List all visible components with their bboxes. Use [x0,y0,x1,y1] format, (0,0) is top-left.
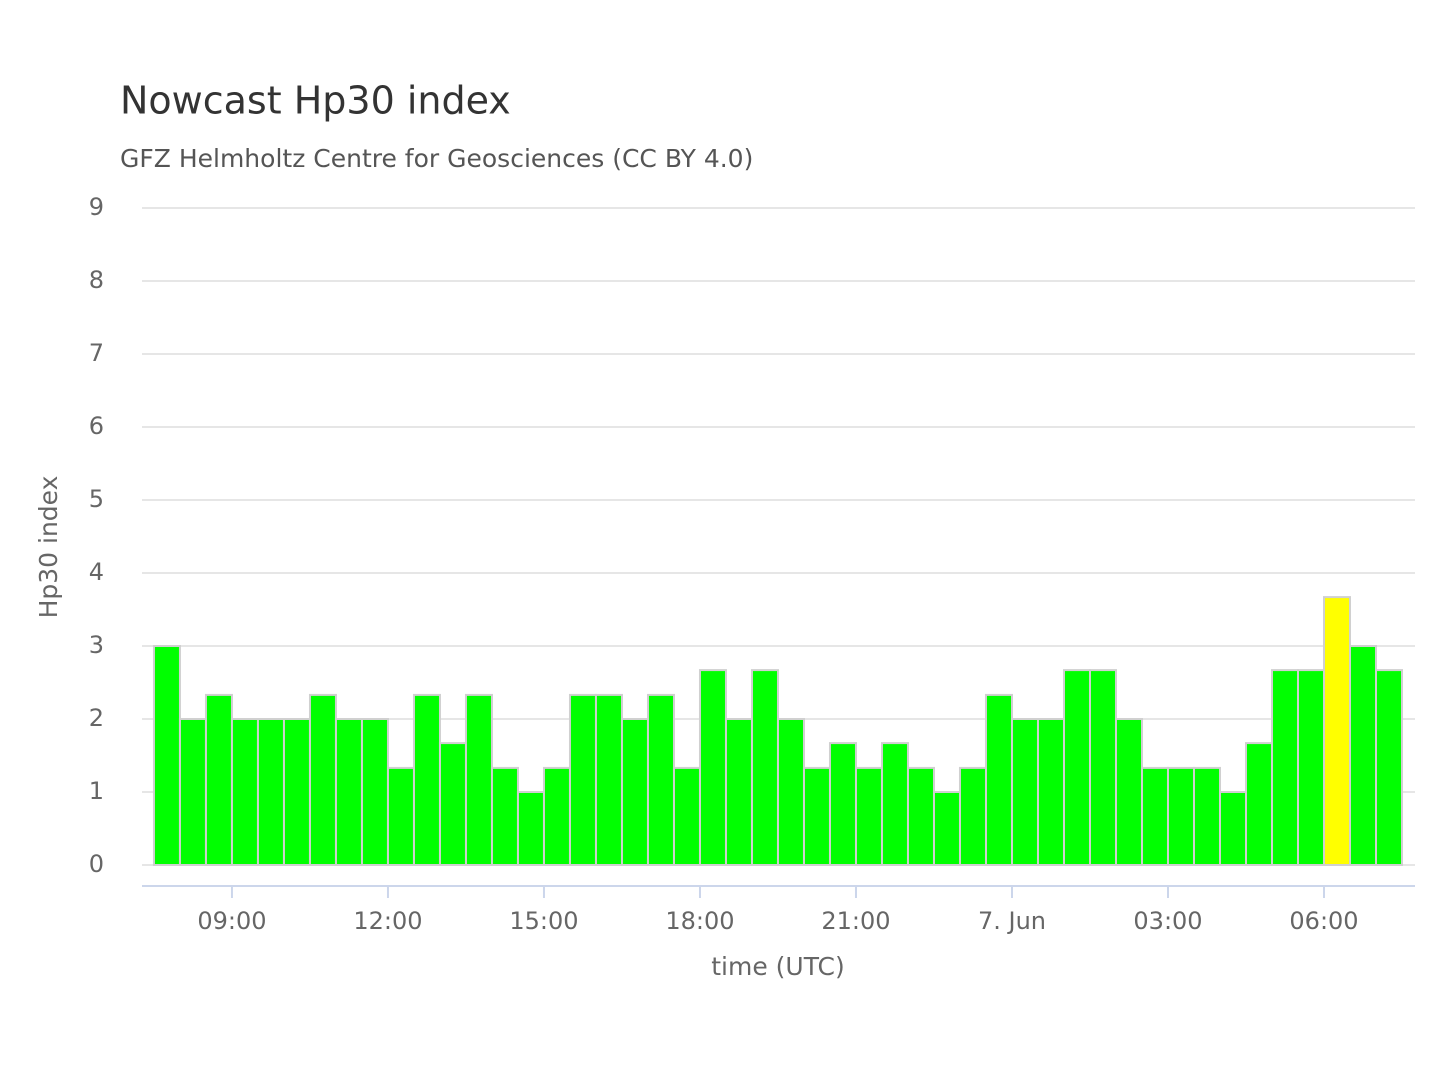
bar [438,742,467,867]
bar [958,766,987,866]
y-tick-label: 4 [89,558,104,586]
x-tick-label: 7. Jun [978,907,1046,935]
bar [1270,669,1299,867]
chart-title: Nowcast Hp30 index [120,79,511,123]
chart-subtitle: GFZ Helmholtz Centre for Geosciences (CC… [120,144,753,173]
bar [1296,669,1325,867]
bar [308,693,337,866]
bar [542,766,571,866]
bar [724,718,753,866]
x-tick-label: 12:00 [353,907,422,935]
bar [646,693,675,866]
y-tick-label: 5 [89,485,104,513]
bar [490,766,519,866]
bar [178,718,207,866]
y-tick-label: 9 [89,193,104,221]
y-tick-label: 0 [89,850,104,878]
bar [1192,766,1221,866]
bar [204,693,233,866]
bar [334,718,363,866]
bar [1140,766,1169,866]
bar [152,645,181,866]
x-tick-label: 09:00 [197,907,266,935]
y-tick-label: 8 [89,266,104,294]
bar [698,669,727,867]
bar [412,693,441,866]
x-tick-label: 21:00 [821,907,890,935]
x-tick-label: 03:00 [1133,907,1202,935]
y-tick-label: 1 [89,777,104,805]
y-tick-label: 2 [89,704,104,732]
bar [568,693,597,866]
bar [516,791,545,866]
bar [1088,669,1117,867]
bar [386,766,415,866]
bar [750,669,779,867]
bar [906,766,935,866]
bar [1036,718,1065,866]
bar [1010,718,1039,866]
bar [932,791,961,866]
x-tick-label: 18:00 [665,907,734,935]
y-tick-label: 6 [89,412,104,440]
bar [1114,718,1143,866]
y-tick-label: 3 [89,631,104,659]
bar [1374,669,1403,867]
y-axis-title: Hp30 index [34,476,63,619]
bar [464,693,493,866]
bar [230,718,259,866]
bar [1062,669,1091,867]
bar [1322,596,1351,867]
bar [776,718,805,866]
x-tick-label: 15:00 [509,907,578,935]
y-tick-label: 7 [89,339,104,367]
x-axis-title: time (UTC) [711,952,845,981]
bar [256,718,285,866]
bar [282,718,311,866]
bar [828,742,857,867]
bar [984,693,1013,866]
bar [1244,742,1273,867]
bar [620,718,649,866]
bar [1166,766,1195,866]
bar [1218,791,1247,866]
bar [672,766,701,866]
bar [360,718,389,866]
bar [594,693,623,866]
bar [802,766,831,866]
x-tick-label: 06:00 [1289,907,1358,935]
bar [880,742,909,867]
bar [1348,645,1377,866]
bar [854,766,883,866]
